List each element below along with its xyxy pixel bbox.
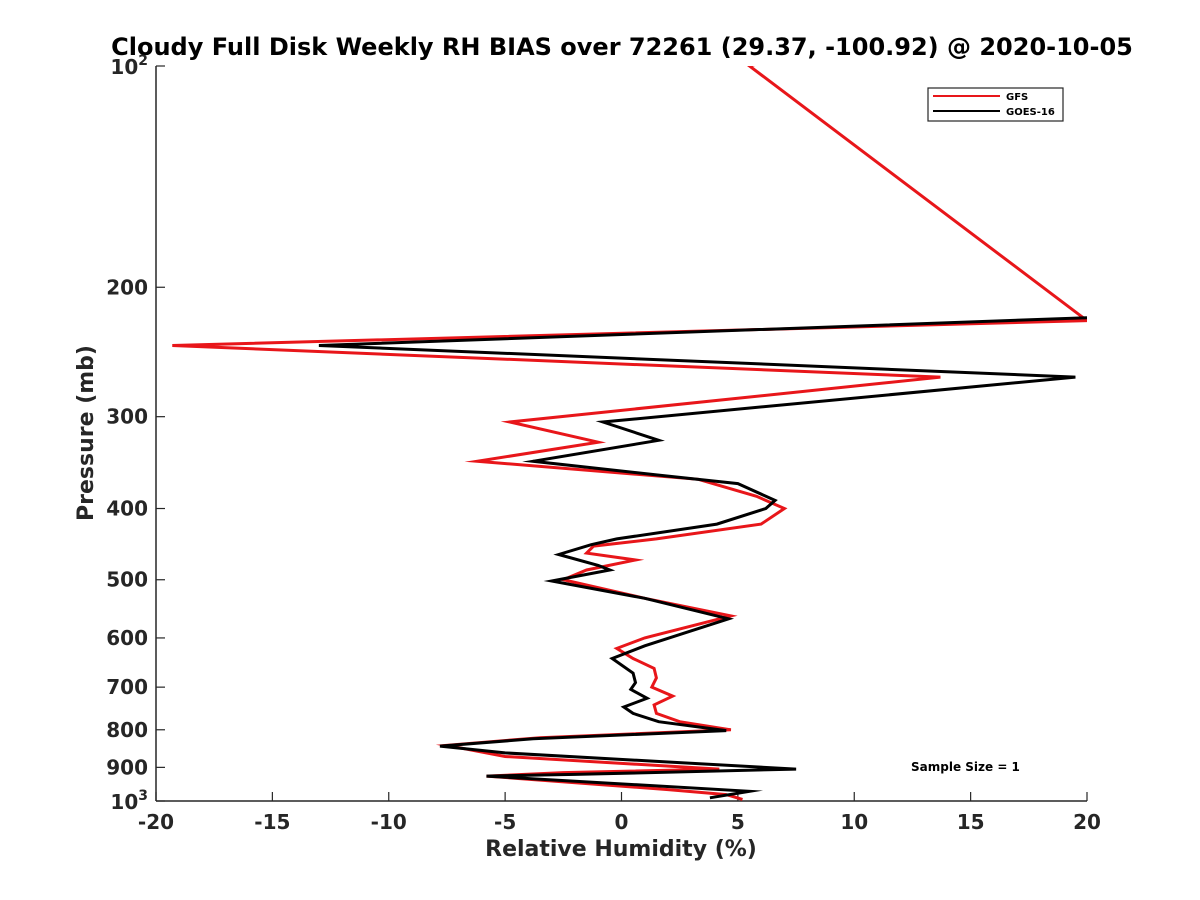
y-tick-label-bottom: 103: [110, 788, 148, 814]
y-tick-label: 200: [106, 275, 148, 299]
sample-size-annotation: Sample Size = 1: [911, 760, 1020, 774]
legend-box: [927, 87, 1064, 122]
y-tick-label: 700: [106, 675, 148, 699]
y-tick-label: 600: [106, 626, 148, 650]
series-line-goes16: [318, 316, 1087, 800]
y-tick-label: 500: [106, 568, 148, 592]
x-tick-label: -10: [371, 810, 407, 834]
x-tick-label: -15: [254, 810, 290, 834]
y-tick-label: 400: [106, 497, 148, 521]
x-tick-label: 0: [615, 810, 629, 834]
x-tick-label: 20: [1073, 810, 1101, 834]
legend: GFS GOES-16: [927, 87, 1064, 122]
tick-labels: -20 -15 -10 -5 0 5 10 15 20 200 300 400 500 600 700 800…: [106, 53, 1101, 834]
x-tick-label: 10: [840, 810, 868, 834]
x-tick-label: -20: [138, 810, 174, 834]
x-tick-label: 5: [731, 810, 745, 834]
series-line-gfs: [172, 66, 1087, 801]
y-tick-label-top: 102: [110, 53, 148, 79]
ticks: [155, 65, 1088, 802]
legend-label-goes16: GOES-16: [1006, 107, 1055, 118]
y-axis-label: Pressure (mb): [74, 345, 99, 521]
x-axis-label: Relative Humidity (%): [485, 837, 757, 862]
y-tick-label: 900: [106, 755, 148, 779]
series-group: [172, 66, 1087, 801]
x-tick-label: -5: [494, 810, 516, 834]
x-tick-label: 15: [957, 810, 985, 834]
y-tick-label: 300: [106, 405, 148, 429]
chart-title: Cloudy Full Disk Weekly RH BIAS over 722…: [111, 33, 1133, 61]
y-tick-label: 800: [106, 718, 148, 742]
legend-label-gfs: GFS: [1006, 92, 1028, 103]
